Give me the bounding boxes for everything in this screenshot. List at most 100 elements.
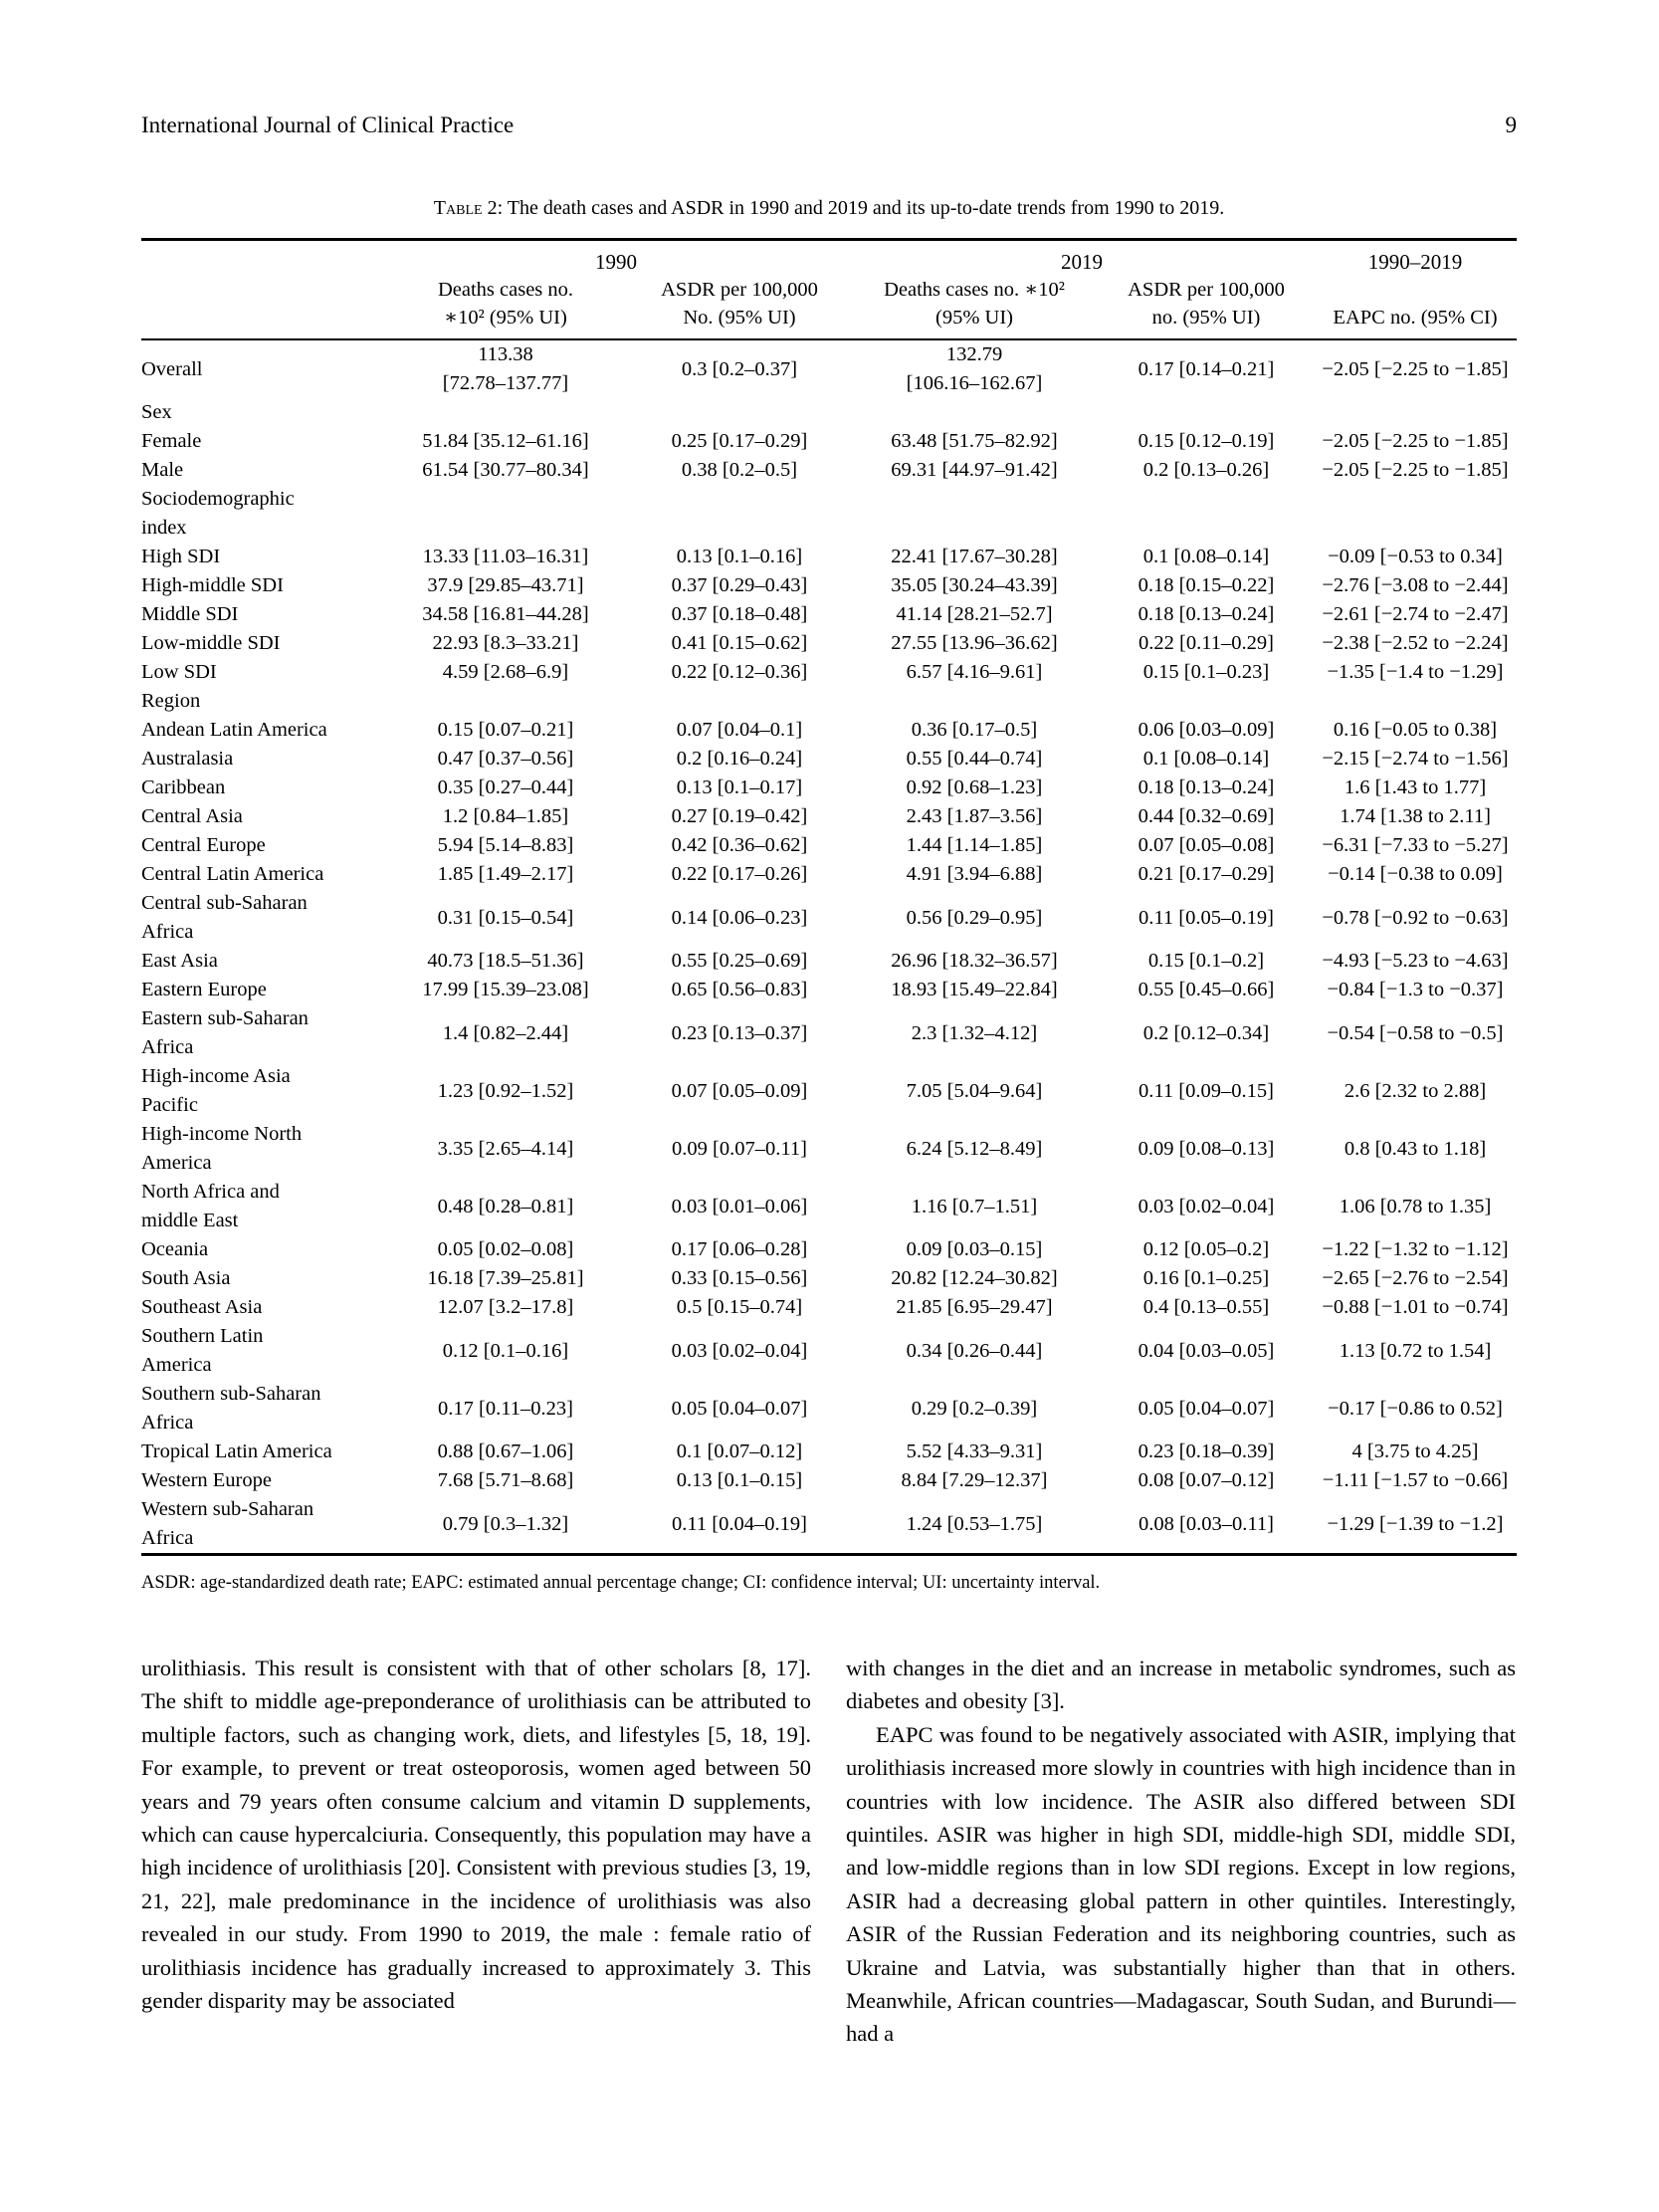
- cell-asdr-2019: 0.15 [0.1–0.23]: [1142, 661, 1270, 683]
- cell-asdr-1990: 0.3 [0.2–0.37]: [681, 357, 798, 380]
- table-row: Female 51.84 [35.12–61.16] 0.25 [0.17–0.…: [141, 427, 1517, 456]
- cell-deaths-1990: 0.17 [0.11–0.23]: [438, 1397, 573, 1420]
- table-row: Tropical Latin America 0.88 [0.67–1.06] …: [141, 1438, 1517, 1466]
- cell-asdr-2019: 0.08 [0.03–0.11]: [1139, 1512, 1274, 1535]
- paragraph: with changes in the diet and an increase…: [846, 1656, 1516, 1714]
- cell-asdr-2019: 0.15 [0.12–0.19]: [1138, 430, 1275, 452]
- cell-deaths-2019: 0.92 [0.68–1.23]: [906, 776, 1043, 798]
- cell-asdr-1990: 0.41 [0.15–0.62]: [671, 632, 808, 654]
- cell-deaths-2019: 1.16 [0.7–1.51]: [911, 1195, 1038, 1217]
- cell-deaths-1990: 51.84 [35.12–61.16]: [422, 430, 589, 452]
- cell-deaths-1990: 3.35 [2.65–4.14]: [437, 1137, 574, 1160]
- cell-eapc: −4.93 [−5.23 to −4.63]: [1322, 950, 1509, 972]
- cell-asdr-1990: 0.37 [0.18–0.48]: [671, 603, 808, 625]
- cell-asdr-2019: 0.11 [0.05–0.19]: [1139, 906, 1274, 929]
- cell-deaths-2019: 8.84 [7.29–12.37]: [901, 1469, 1048, 1491]
- row-label: Western sub-Saharan Africa: [141, 1498, 314, 1549]
- paragraph: urolithiasis. This result is consistent …: [141, 1656, 811, 2014]
- cell-deaths-1990: 40.73 [18.5–51.36]: [427, 950, 584, 972]
- cell-deaths-1990: 0.35 [0.27–0.44]: [437, 776, 574, 798]
- table-row: Southeast Asia 12.07 [3.2–17.8] 0.5 [0.1…: [141, 1293, 1517, 1322]
- cell-eapc: −2.05 [−2.25 to −1.85]: [1322, 430, 1509, 452]
- table-row: Eastern sub-Saharan Africa 1.4 [0.82–2.4…: [141, 1004, 1517, 1062]
- cell-asdr-2019: 0.12 [0.05–0.2]: [1142, 1238, 1270, 1260]
- cell-asdr-1990: 0.07 [0.04–0.1]: [676, 719, 803, 741]
- group-header-1990-2019: 1990–2019: [1367, 250, 1463, 274]
- cell-deaths-2019: 6.57 [4.16–9.61]: [906, 661, 1043, 683]
- cell-deaths-1990: 16.18 [7.39–25.81]: [427, 1267, 584, 1289]
- table-body: Overall 113.38 [72.78–137.77] 0.3 [0.2–0…: [141, 339, 1517, 1555]
- group-header-2019: 2019: [1061, 250, 1103, 274]
- cell-deaths-1990: 0.12 [0.1–0.16]: [442, 1339, 569, 1362]
- table-row: Oceania 0.05 [0.02–0.08] 0.17 [0.06–0.28…: [141, 1235, 1517, 1264]
- cell-asdr-2019: 0.16 [0.1–0.25]: [1142, 1267, 1270, 1289]
- group-header-1990: 1990: [595, 250, 637, 274]
- cell-deaths-2019: 6.24 [5.12–8.49]: [906, 1137, 1043, 1160]
- cell-asdr-1990: 0.38 [0.2–0.5]: [681, 459, 798, 481]
- cell-eapc: 2.6 [2.32 to 2.88]: [1344, 1079, 1487, 1102]
- row-label: Southern Latin America: [141, 1325, 264, 1376]
- section-row: Sex: [141, 398, 1517, 427]
- row-label: Caribbean: [141, 776, 226, 798]
- column-header-row: Deaths cases no. ∗10² (95% UI) ASDR per …: [141, 276, 1517, 339]
- cell-asdr-2019: 0.44 [0.32–0.69]: [1138, 805, 1275, 827]
- table-row: Western sub-Saharan Africa 0.79 [0.3–1.3…: [141, 1495, 1517, 1555]
- cell-deaths-1990: 7.68 [5.71–8.68]: [437, 1469, 574, 1491]
- cell-deaths-1990: 12.07 [3.2–17.8]: [437, 1296, 574, 1318]
- cell-eapc: −2.05 [−2.25 to −1.85]: [1322, 459, 1509, 481]
- table-row: High SDI 13.33 [11.03–16.31] 0.13 [0.1–0…: [141, 543, 1517, 571]
- cell-deaths-2019: 0.34 [0.26–0.44]: [906, 1339, 1043, 1362]
- table-row: Eastern Europe 17.99 [15.39–23.08] 0.65 …: [141, 976, 1517, 1004]
- cell-deaths-2019: 0.55 [0.44–0.74]: [906, 748, 1043, 770]
- row-label: Female: [141, 430, 202, 452]
- cell-asdr-2019: 0.21 [0.17–0.29]: [1138, 863, 1275, 885]
- cell-eapc: −0.54 [−0.58 to −0.5]: [1327, 1021, 1504, 1044]
- cell-deaths-2019: 26.96 [18.32–36.57]: [891, 950, 1058, 972]
- table-row: Low-middle SDI 22.93 [8.3–33.21] 0.41 [0…: [141, 629, 1517, 658]
- cell-asdr-2019: 0.1 [0.08–0.14]: [1142, 748, 1270, 770]
- section-label: Sex: [141, 401, 172, 423]
- death-asdr-table: 1990 2019 1990–2019 Deaths cases no. ∗10…: [141, 238, 1517, 1556]
- cell-eapc: −0.14 [−0.38 to 0.09]: [1328, 863, 1503, 885]
- table-caption-label: Table 2:: [433, 197, 504, 219]
- table-caption: Table 2: The death cases and ASDR in 199…: [141, 195, 1517, 221]
- table-row: High-income Asia Pacific 1.23 [0.92–1.52…: [141, 1062, 1517, 1120]
- cell-eapc: 1.74 [1.38 to 2.11]: [1340, 805, 1491, 827]
- journal-title: International Journal of Clinical Practi…: [141, 112, 515, 137]
- cell-eapc: 0.16 [−0.05 to 0.38]: [1333, 719, 1498, 741]
- cell-deaths-2019: 0.36 [0.17–0.5]: [911, 719, 1038, 741]
- cell-deaths-1990: 5.94 [5.14–8.83]: [437, 834, 574, 856]
- cell-deaths-2019: 7.05 [5.04–9.64]: [906, 1079, 1043, 1102]
- cell-asdr-2019: 0.17 [0.14–0.21]: [1138, 357, 1275, 380]
- empty-cell: [141, 240, 382, 277]
- cell-deaths-1990: 0.15 [0.07–0.21]: [437, 719, 574, 741]
- page-number: 9: [1505, 112, 1518, 137]
- cell-asdr-1990: 0.2 [0.16–0.24]: [676, 748, 803, 770]
- cell-asdr-1990: 0.23 [0.13–0.37]: [671, 1021, 808, 1044]
- cell-deaths-2019: 20.82 [12.24–30.82]: [891, 1267, 1058, 1289]
- cell-asdr-1990: 0.22 [0.12–0.36]: [671, 661, 808, 683]
- cell-asdr-1990: 0.05 [0.04–0.07]: [671, 1397, 808, 1420]
- table-row: South Asia 16.18 [7.39–25.81] 0.33 [0.15…: [141, 1264, 1517, 1293]
- cell-eapc: −2.61 [−2.74 to −2.47]: [1322, 603, 1509, 625]
- cell-deaths-2019: 21.85 [6.95–29.47]: [896, 1296, 1053, 1318]
- cell-eapc: −0.17 [−0.86 to 0.52]: [1328, 1397, 1503, 1420]
- cell-deaths-1990: 61.54 [30.77–80.34]: [422, 459, 589, 481]
- section-label: Sociodemographic index: [141, 488, 295, 539]
- cell-asdr-2019: 0.2 [0.13–0.26]: [1142, 459, 1270, 481]
- cell-asdr-2019: 0.07 [0.05–0.08]: [1138, 834, 1275, 856]
- cell-deaths-1990: 113.38 [72.78–137.77]: [442, 343, 569, 394]
- table-caption-text: The death cases and ASDR in 1990 and 201…: [503, 197, 1225, 219]
- cell-eapc: 1.6 [1.43 to 1.77]: [1344, 776, 1487, 798]
- cell-asdr-1990: 0.07 [0.05–0.09]: [671, 1079, 808, 1102]
- cell-asdr-2019: 0.2 [0.12–0.34]: [1142, 1021, 1270, 1044]
- cell-eapc: 4 [3.75 to 4.25]: [1351, 1440, 1479, 1462]
- cell-eapc: −0.88 [−1.01 to −0.74]: [1322, 1296, 1509, 1318]
- cell-asdr-2019: 0.03 [0.02–0.04]: [1138, 1195, 1275, 1217]
- cell-asdr-1990: 0.14 [0.06–0.23]: [671, 906, 808, 929]
- table-row: Western Europe 7.68 [5.71–8.68] 0.13 [0.…: [141, 1466, 1517, 1495]
- cell-asdr-2019: 0.1 [0.08–0.14]: [1142, 546, 1270, 567]
- cell-deaths-1990: 1.23 [0.92–1.52]: [437, 1079, 574, 1102]
- col-header-asdr-2019: ASDR per 100,000 no. (95% UI): [1128, 279, 1285, 329]
- table-row: Central Asia 1.2 [0.84–1.85] 0.27 [0.19–…: [141, 802, 1517, 831]
